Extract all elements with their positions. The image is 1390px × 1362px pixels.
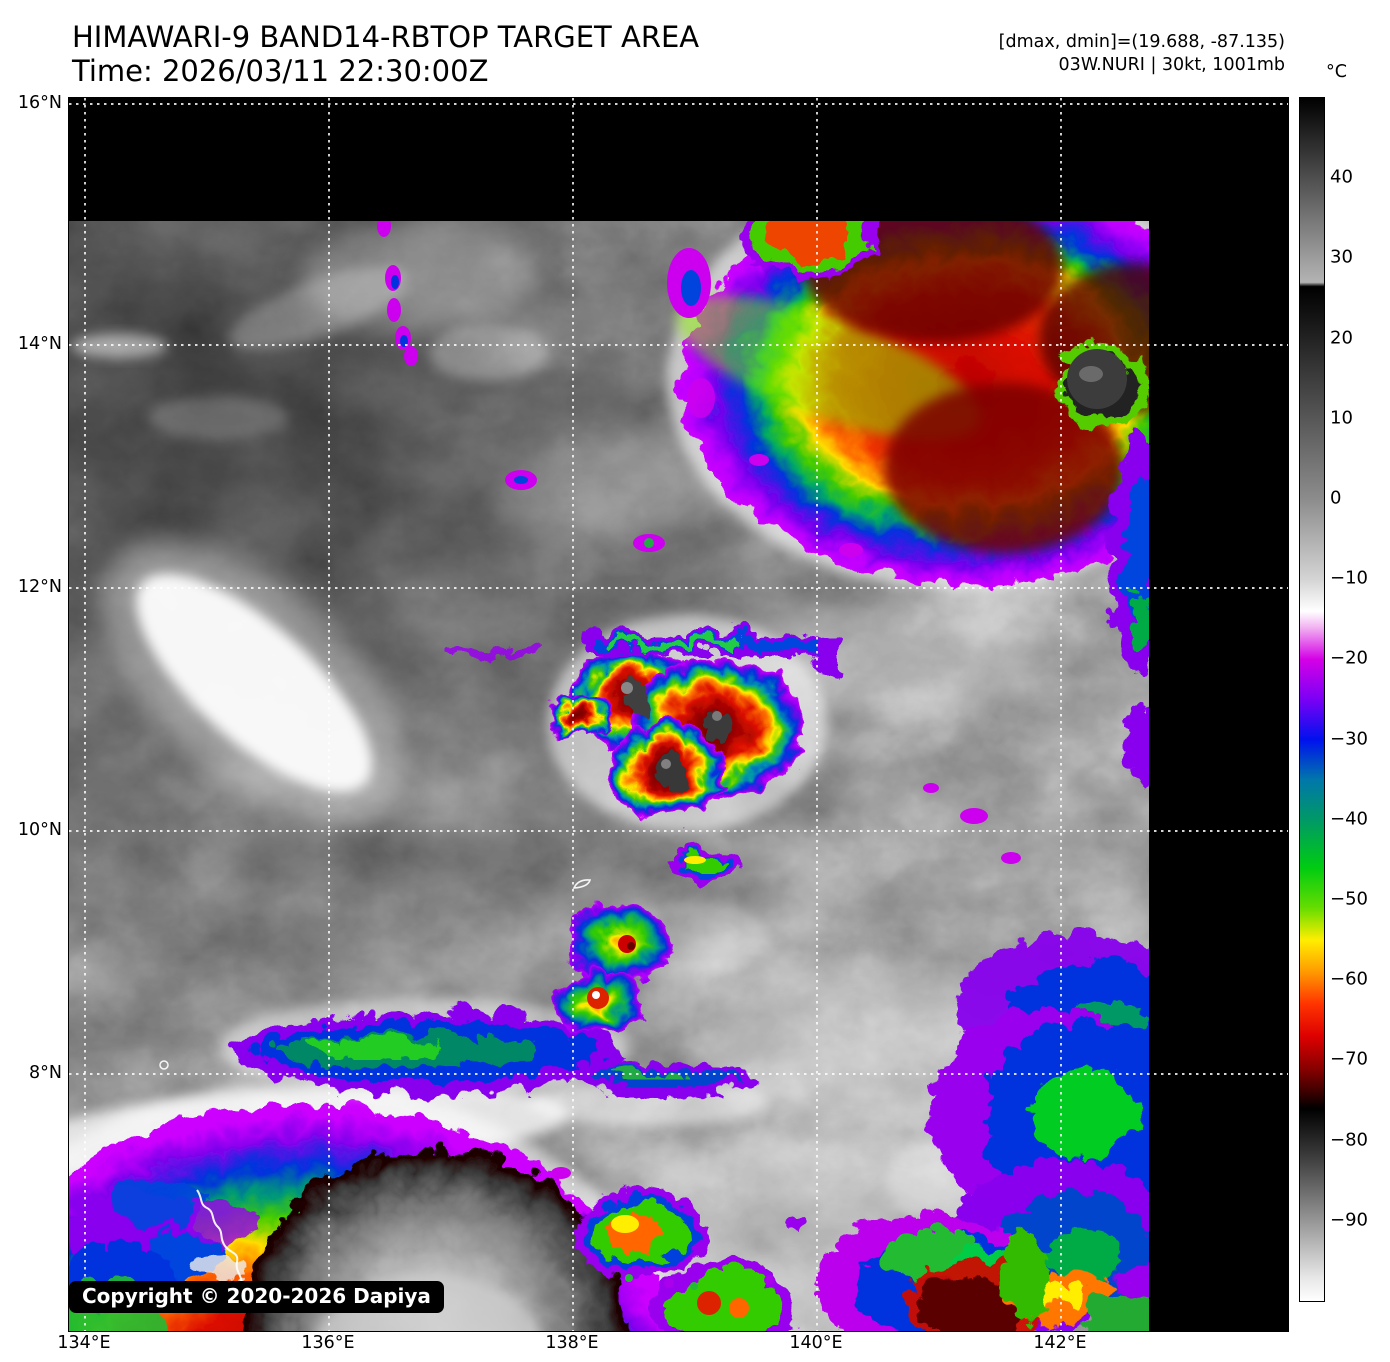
colorbar-tick-label: −30 (1330, 728, 1368, 750)
lat-tick-label: 12°N (17, 577, 62, 597)
colorbar-tick-label: −80 (1330, 1129, 1368, 1151)
colorbar-tick-label: 20 (1330, 327, 1353, 349)
lon-tick-label: 140°E (789, 1333, 843, 1353)
satellite-image (69, 98, 1288, 1331)
scattered-specks (377, 221, 1021, 1179)
lon-tick-label: 138°E (545, 1333, 599, 1353)
colorbar-tick-label: 30 (1330, 246, 1353, 268)
lon-tick-label: 142°E (1033, 1333, 1087, 1353)
figure-title: HIMAWARI-9 BAND14-RBTOP TARGET AREA (72, 20, 700, 54)
lat-tick-label: 10°N (17, 820, 62, 840)
dmax-dmin-annotation: [dmax, dmin]=(19.688, -87.135) (998, 32, 1285, 52)
colorbar-tick-label: −90 (1330, 1209, 1368, 1231)
graticule-gridlines (69, 98, 1288, 1331)
map-plot-area: Copyright © 2020-2026 Dapiya (68, 97, 1289, 1332)
copyright-badge: Copyright © 2020-2026 Dapiya (69, 1281, 444, 1313)
colorbar-tick-label: −40 (1330, 808, 1368, 830)
colorbar-tick-label: 40 (1330, 166, 1353, 188)
satellite-imagery (69, 221, 1149, 1331)
colorbar-tick-label: 10 (1330, 407, 1353, 429)
central-convective-cluster (439, 615, 839, 831)
colorbar-tick-label: 0 (1330, 487, 1342, 509)
storm-info-annotation: 03W.NURI | 30kt, 1001mb (1058, 55, 1285, 75)
figure-time: Time: 2026/03/11 22:30:00Z (72, 54, 489, 88)
northeast-convective-system (667, 221, 1149, 590)
colorbar-tick-label: −60 (1330, 968, 1368, 990)
small-convective-cells (548, 845, 741, 1030)
colorbar-gradient (1300, 98, 1324, 1301)
colorbar (1299, 97, 1325, 1302)
lat-tick-label: 8°N (29, 1063, 62, 1083)
lat-tick-label: 14°N (17, 334, 62, 354)
southwest-convective-system (69, 1083, 694, 1331)
colorbar-unit: °C (1326, 62, 1347, 82)
lon-tick-label: 136°E (301, 1333, 355, 1353)
southern-cells (566, 1184, 1149, 1331)
8n-convective-band (219, 998, 754, 1098)
annotation-block: [dmax, dmin]=(19.688, -87.135) 03W.NURI … (999, 31, 1285, 77)
lon-tick-label: 134°E (57, 1333, 111, 1353)
title-block: HIMAWARI-9 BAND14-RBTOP TARGET AREA Time… (72, 20, 699, 88)
lat-tick-label: 16°N (17, 93, 62, 113)
colorbar-tick-label: −50 (1330, 888, 1368, 910)
colorbar-tick-label: −70 (1330, 1048, 1368, 1070)
colorbar-tick-label: −20 (1330, 647, 1368, 669)
colorbar-tick-label: −10 (1330, 567, 1368, 589)
